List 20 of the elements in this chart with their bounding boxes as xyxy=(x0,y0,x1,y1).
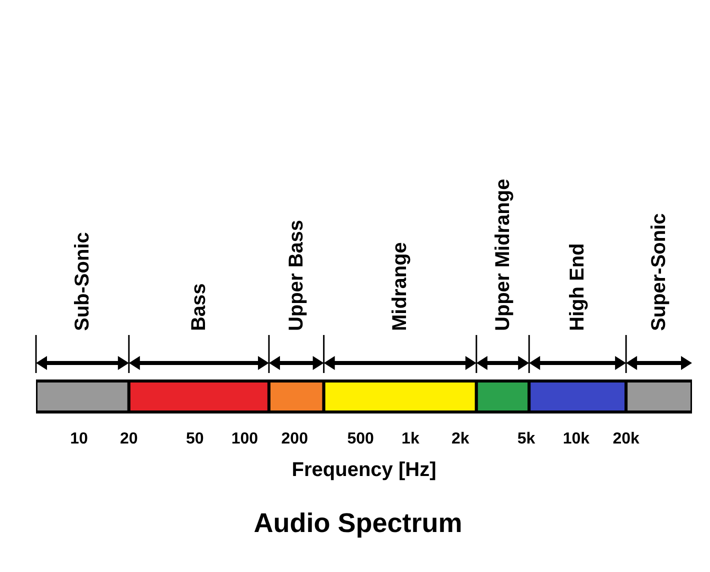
text: Upper Bass xyxy=(285,220,308,331)
x-tick-label: 500 xyxy=(347,430,374,448)
x-tick-label: 10 xyxy=(70,430,88,448)
x-tick-label: 200 xyxy=(281,430,308,448)
x-tick-label: 20 xyxy=(120,430,138,448)
x-tick-label: 5k xyxy=(517,430,536,448)
x-tick-label: 50 xyxy=(186,430,204,448)
x-tick-label: 100 xyxy=(231,430,258,448)
x-tick-label: 20k xyxy=(612,430,640,448)
x-axis-title: Frequency [Hz] xyxy=(292,459,436,481)
text: Midrange xyxy=(389,242,412,331)
text: High End xyxy=(566,243,589,331)
text: Bass xyxy=(188,283,210,331)
text: Audio Spectrum xyxy=(252,508,464,539)
text: Super-Sonic xyxy=(648,213,670,331)
x-tick-label: 1k xyxy=(402,430,420,448)
x-tick-label: 2k xyxy=(451,430,470,448)
text: Sub-Sonic xyxy=(71,232,94,331)
text: Upper Midrange xyxy=(492,178,514,331)
x-tick-label: 10k xyxy=(562,430,590,448)
